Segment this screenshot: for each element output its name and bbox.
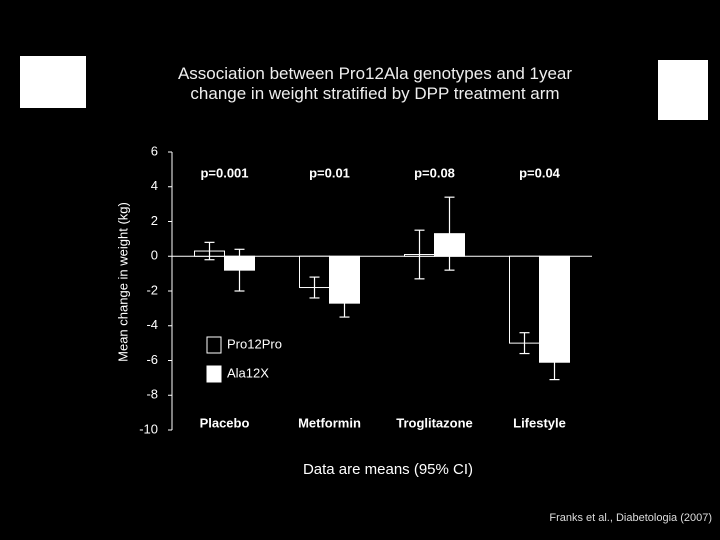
p-value: p=0.001 xyxy=(200,165,248,180)
chart-title: Association between Pro12Ala genotypes a… xyxy=(177,64,573,103)
error-bar xyxy=(309,276,320,299)
legend-swatch xyxy=(206,365,222,383)
legend-label: Ala12X xyxy=(227,365,269,380)
y-tick-label: -2 xyxy=(146,282,158,297)
p-value: p=0.08 xyxy=(414,165,455,180)
y-tick-label: -6 xyxy=(146,352,158,367)
citation: Franks et al., Diabetologia (2007) xyxy=(549,512,712,524)
y-axis-label: Mean change in weight (kg) xyxy=(115,202,130,362)
y-tick-label: 2 xyxy=(151,213,158,228)
x-tick-label: Metformin xyxy=(298,415,361,430)
y-tick-label: 6 xyxy=(151,143,158,158)
y-tick-label: 4 xyxy=(151,178,158,193)
legend-label: Pro12Pro xyxy=(227,336,282,351)
y-tick-label: -10 xyxy=(139,421,158,436)
x-tick-label: Placebo xyxy=(200,415,250,430)
error-bar xyxy=(519,332,530,355)
error-bar xyxy=(444,196,455,271)
x-tick-label: Lifestyle xyxy=(513,415,566,430)
p-value: p=0.04 xyxy=(519,165,561,180)
error-bar xyxy=(204,241,215,261)
decor-box xyxy=(20,56,86,108)
y-tick-label: 0 xyxy=(151,248,158,263)
legend-swatch xyxy=(206,336,222,354)
error-bar xyxy=(234,248,245,292)
error-bar xyxy=(414,229,425,280)
decor-box xyxy=(658,60,708,120)
x-tick-label: Troglitazone xyxy=(396,415,473,430)
y-tick-label: -4 xyxy=(146,317,158,332)
p-value: p=0.01 xyxy=(309,165,350,180)
bar xyxy=(509,255,540,344)
x-axis-label: Data are means (95% CI) xyxy=(303,461,473,478)
error-bar xyxy=(549,344,560,381)
y-tick-label: -8 xyxy=(146,387,158,402)
error-bar xyxy=(339,288,350,318)
